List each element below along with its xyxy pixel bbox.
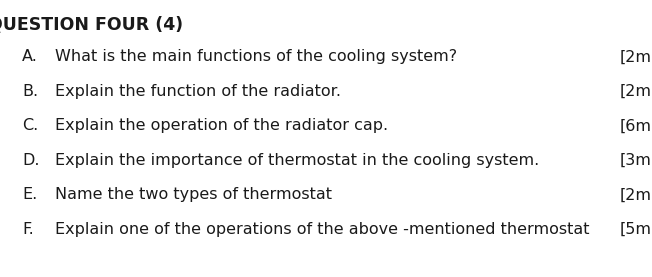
Text: Name the two types of thermostat: Name the two types of thermostat <box>55 188 332 202</box>
Text: E.: E. <box>22 188 37 202</box>
Text: Explain one of the operations of the above -mentioned thermostat: Explain one of the operations of the abo… <box>55 222 589 237</box>
Text: Explain the operation of the radiator cap.: Explain the operation of the radiator ca… <box>55 119 388 134</box>
Text: QUESTION FOUR (4): QUESTION FOUR (4) <box>0 15 183 33</box>
Text: [5m: [5m <box>620 222 652 237</box>
Text: B.: B. <box>22 84 38 99</box>
Text: Explain the importance of thermostat in the cooling system.: Explain the importance of thermostat in … <box>55 153 539 168</box>
Text: D.: D. <box>22 153 40 168</box>
Text: [6m: [6m <box>620 119 652 134</box>
Text: Explain the function of the radiator.: Explain the function of the radiator. <box>55 84 341 99</box>
Text: [2ma: [2ma <box>620 84 652 99</box>
Text: [2m: [2m <box>620 188 652 202</box>
Text: What is the main functions of the cooling system?: What is the main functions of the coolin… <box>55 50 457 65</box>
Text: [3m: [3m <box>620 153 652 168</box>
Text: [2ma: [2ma <box>620 50 652 65</box>
Text: F.: F. <box>22 222 34 237</box>
Text: C.: C. <box>22 119 38 134</box>
Text: A.: A. <box>22 50 38 65</box>
